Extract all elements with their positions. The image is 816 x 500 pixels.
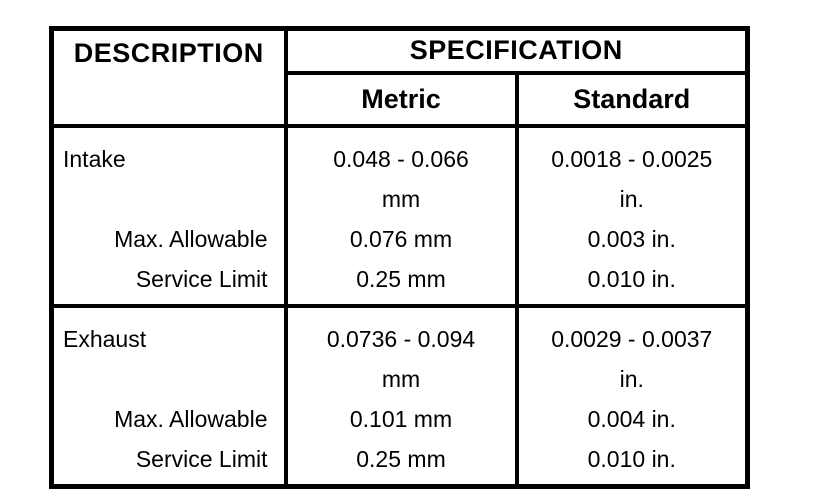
valve-clearance-spec-table: DESCRIPTION SPECIFICATION Metric Standar… xyxy=(49,26,751,489)
exhaust-metric-cell: 0.0736 - 0.094 mm 0.101 mm 0.25 mm xyxy=(283,303,519,488)
exhaust-section-label: Exhaust xyxy=(63,325,147,352)
exhaust-standard-cell: 0.0029 - 0.0037 in. 0.004 in. 0.010 in. xyxy=(514,303,750,488)
section-intake: Intake Max. Allowable Service Limit 0.04… xyxy=(49,123,750,308)
intake-max-allowable-standard: 0.003 in. xyxy=(587,225,676,252)
section-exhaust: Exhaust Max. Allowable Service Limit 0.0… xyxy=(49,303,750,488)
header-specification-cell: SPECIFICATION xyxy=(283,26,750,75)
spacer xyxy=(54,179,284,219)
header-description-label: DESCRIPTION xyxy=(73,38,264,68)
exhaust-standard-range-value: 0.0029 - 0.0037 xyxy=(551,325,713,352)
intake-standard-range-unit: in. xyxy=(619,185,644,212)
intake-service-limit-label: Service Limit xyxy=(135,265,268,292)
header-standard-cell: Standard xyxy=(514,70,750,128)
header-standard-label: Standard xyxy=(573,83,691,114)
exhaust-standard-range-unit: in. xyxy=(619,365,644,392)
exhaust-max-allowable-label: Max. Allowable xyxy=(114,405,268,432)
intake-standard-range-value: 0.0018 - 0.0025 xyxy=(551,145,713,172)
exhaust-service-limit-label: Service Limit xyxy=(135,445,268,472)
exhaust-service-limit-standard: 0.010 in. xyxy=(587,445,676,472)
exhaust-max-allowable-metric: 0.101 mm xyxy=(349,405,453,432)
intake-section-label: Intake xyxy=(63,145,126,172)
intake-metric-range-value: 0.048 - 0.066 xyxy=(333,145,469,172)
intake-max-allowable-label: Max. Allowable xyxy=(114,225,268,252)
intake-max-allowable-metric: 0.076 mm xyxy=(349,225,453,252)
exhaust-service-limit-metric: 0.25 mm xyxy=(356,445,446,472)
spacer xyxy=(54,359,284,399)
intake-metric-range-unit: mm xyxy=(381,185,421,212)
exhaust-description-cell: Exhaust Max. Allowable Service Limit xyxy=(49,303,288,488)
exhaust-metric-range-unit: mm xyxy=(381,365,421,392)
intake-description-cell: Intake Max. Allowable Service Limit xyxy=(49,123,288,308)
header-row-2: Metric Standard xyxy=(52,70,750,128)
intake-service-limit-metric: 0.25 mm xyxy=(356,265,446,292)
header-metric-label: Metric xyxy=(361,83,441,114)
exhaust-max-allowable-standard: 0.004 in. xyxy=(587,405,676,432)
header-row-1: DESCRIPTION SPECIFICATION xyxy=(49,26,750,128)
intake-service-limit-standard: 0.010 in. xyxy=(587,265,676,292)
header-metric-cell: Metric xyxy=(283,70,519,128)
intake-standard-cell: 0.0018 - 0.0025 in. 0.003 in. 0.010 in. xyxy=(514,123,750,308)
header-description-cell: DESCRIPTION xyxy=(49,26,288,128)
exhaust-metric-range-value: 0.0736 - 0.094 xyxy=(326,325,476,352)
intake-metric-cell: 0.048 - 0.066 mm 0.076 mm 0.25 mm xyxy=(283,123,519,308)
header-specification-label: SPECIFICATION xyxy=(409,35,623,66)
